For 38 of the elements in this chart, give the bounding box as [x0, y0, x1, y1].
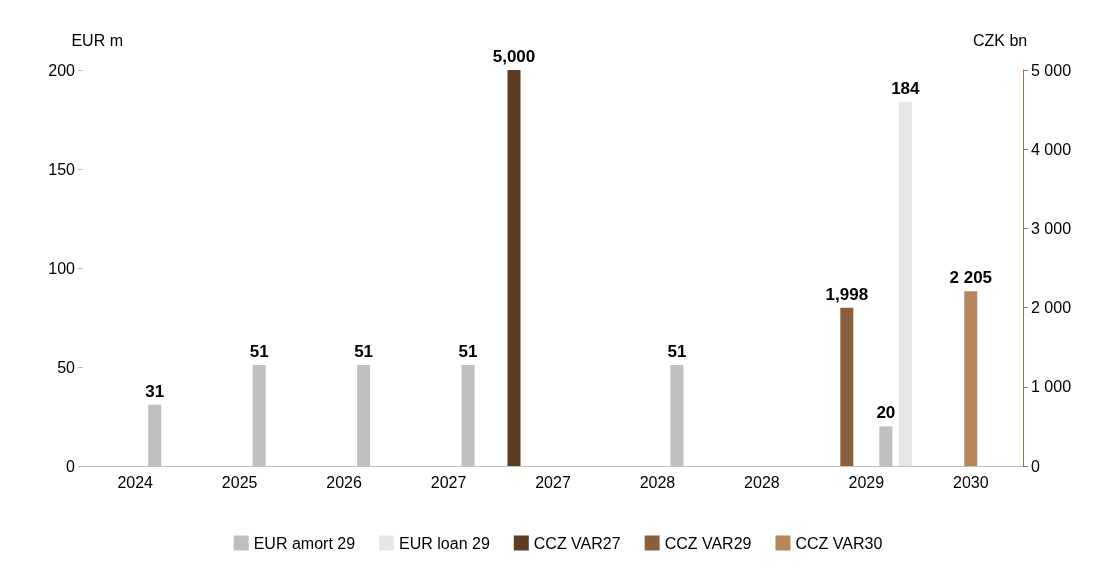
y-tick-label: 0 [66, 457, 76, 475]
data-label: 2 205 [949, 268, 993, 288]
y2-tick-label: 5 000 [1031, 61, 1072, 79]
x-tick-label: 2028 [639, 473, 676, 491]
y2-tick-label: 4 000 [1031, 140, 1072, 158]
x-tick-label: 2026 [326, 473, 363, 491]
y-tick-label: 50 [57, 358, 76, 376]
x-tick-label: 2028 [744, 473, 780, 491]
y2-tick-label: 2 000 [1031, 299, 1072, 317]
legend-label: CCZ VAR27 [533, 534, 621, 552]
legend-label: EUR loan 29 [399, 534, 490, 552]
y-axis-title: EUR m [71, 31, 123, 49]
legend-label: EUR amort 29 [253, 534, 356, 552]
x-tick-label: 2029 [848, 473, 885, 491]
x-tick-label: 2027 [535, 473, 571, 491]
legend-label: CCZ VAR29 [664, 534, 752, 552]
data-label: 51 [249, 342, 269, 362]
y2-tick-label: 1 000 [1031, 378, 1072, 396]
y2-tick-label: 3 000 [1031, 219, 1072, 237]
data-label: 20 [876, 403, 896, 423]
data-label: 5,000 [492, 47, 536, 66]
y2-axis-title: CZK bn [973, 31, 1028, 49]
legend-label: CCZ VAR30 [795, 534, 883, 552]
x-tick-label: 2027 [430, 473, 467, 491]
y-tick-label: 150 [48, 160, 76, 178]
data-label: 31 [145, 381, 165, 401]
x-tick-label: 2024 [117, 473, 154, 491]
x-tick-label: 2030 [952, 473, 989, 491]
bar [898, 101, 912, 466]
data-label: 1,998 [825, 284, 869, 304]
y-tick-label: 200 [48, 61, 76, 79]
data-label: 51 [458, 342, 478, 362]
data-label: 51 [667, 342, 687, 362]
x-tick-label: 2025 [221, 473, 258, 491]
data-label: 184 [891, 78, 921, 98]
data-label: 51 [354, 342, 374, 362]
y-tick-label: 100 [48, 259, 76, 277]
y2-tick-label: 0 [1031, 457, 1040, 475]
